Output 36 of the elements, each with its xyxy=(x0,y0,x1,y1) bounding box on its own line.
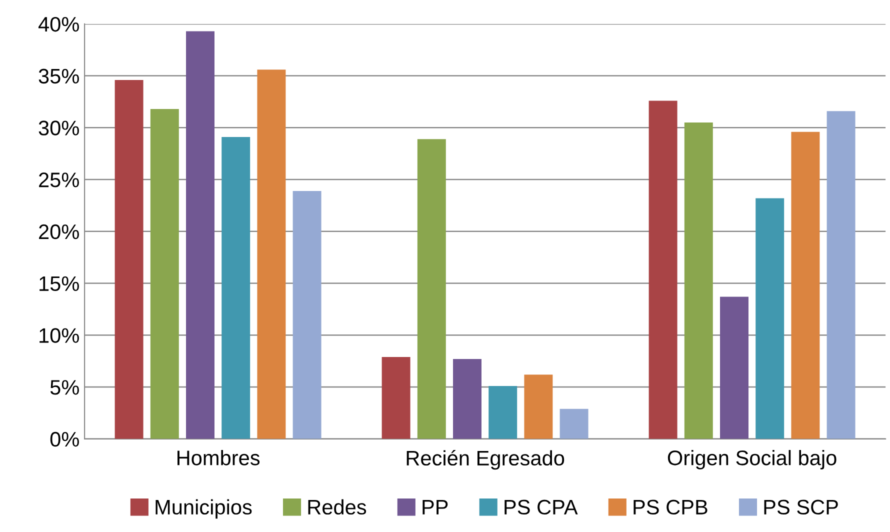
bar xyxy=(257,70,286,439)
bar xyxy=(648,100,678,439)
bar xyxy=(826,111,856,439)
legend-label: PS CPA xyxy=(504,500,578,515)
bar xyxy=(150,109,179,439)
y-tick-label: 30% xyxy=(38,120,79,136)
y-tick-label: 10% xyxy=(40,328,79,343)
legend-label: PS SCP xyxy=(764,500,838,515)
y-tick-label: 5% xyxy=(50,380,79,395)
bar xyxy=(684,122,713,439)
y-tick-label: 0% xyxy=(50,432,79,447)
legend-label: Municipios xyxy=(156,499,252,519)
bar xyxy=(560,408,588,439)
bar xyxy=(114,80,144,439)
y-tick-label: 25% xyxy=(39,172,79,188)
y-tick-label: 40% xyxy=(38,16,79,32)
legend-label: Redes xyxy=(308,499,366,515)
bar xyxy=(453,359,482,439)
bar xyxy=(720,296,748,439)
bar xyxy=(292,190,322,439)
legend-label: PS CPB xyxy=(634,500,708,515)
bar xyxy=(186,31,214,439)
bar xyxy=(524,374,553,439)
bar xyxy=(488,386,518,439)
y-tick-label: 35% xyxy=(38,68,79,84)
y-tick-label: 15% xyxy=(40,276,79,292)
bar xyxy=(756,198,784,439)
x-tick-label: Origen Social bajo xyxy=(668,450,836,470)
legend-label: PP xyxy=(422,500,448,514)
x-tick-label: Recién Egresado xyxy=(406,450,564,470)
x-tick-label: Hombres xyxy=(178,450,260,466)
y-tick-label: 20% xyxy=(39,224,79,240)
bar xyxy=(791,132,820,439)
bar xyxy=(222,137,250,439)
bar xyxy=(382,356,410,439)
bar xyxy=(417,139,446,439)
